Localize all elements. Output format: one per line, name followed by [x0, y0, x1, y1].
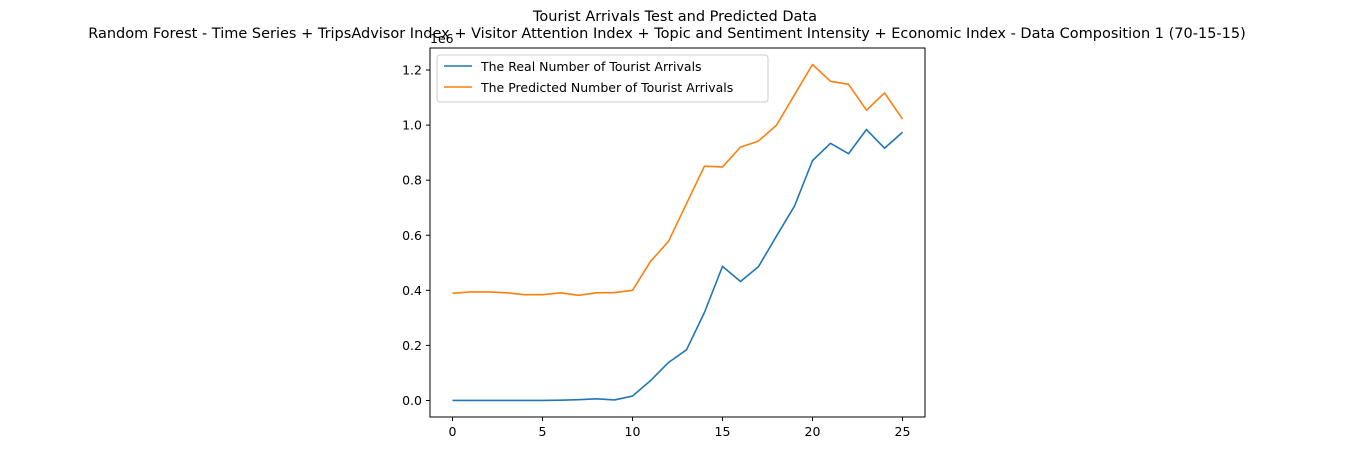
series-1-point-4 — [524, 294, 526, 296]
series-0-point-3 — [506, 400, 508, 402]
series-1-point-24 — [884, 92, 886, 94]
series-1-point-2 — [488, 291, 490, 293]
series-1-point-8 — [596, 292, 598, 294]
series-0-point-24 — [884, 147, 886, 149]
y-axis-offset-label: 1e6 — [430, 31, 454, 46]
series-0-point-25 — [902, 131, 904, 133]
series-1-point-20 — [812, 64, 814, 66]
series-0-point-17 — [758, 266, 760, 268]
series-0-point-23 — [866, 129, 868, 131]
legend-label-real: The Real Number of Tourist Arrivals — [480, 59, 702, 74]
series-1-point-19 — [794, 94, 796, 96]
series-0-point-20 — [812, 160, 814, 162]
legend: The Real Number of Tourist Arrivals The … — [436, 54, 769, 103]
series-0-point-14 — [704, 312, 706, 314]
y-tick-label-0: 0.0 — [402, 393, 422, 408]
series-0-point-16 — [740, 281, 742, 283]
series-1-point-15 — [722, 166, 724, 168]
plot-area: 0 5 10 15 20 25 0.0 0.2 0.4 0.6 0.8 1.0 1.2 1e6 — [402, 31, 926, 439]
series-0-point-5 — [542, 400, 544, 402]
series-0-point-10 — [632, 395, 634, 397]
series-1-point-16 — [740, 146, 742, 148]
series-0-point-19 — [794, 205, 796, 207]
x-tick-label-3: 15 — [715, 424, 731, 439]
chart-title: Tourist Arrivals Test and Predicted Data — [532, 9, 817, 25]
series-1-point-1 — [470, 291, 472, 293]
x-tick-label-4: 20 — [805, 424, 821, 439]
series-0-point-4 — [524, 400, 526, 402]
series-1-point-5 — [542, 294, 544, 296]
y-tick-label-5: 1.0 — [402, 118, 422, 133]
series-0-point-6 — [560, 399, 562, 401]
series-0-point-11 — [650, 380, 652, 382]
series-0-point-2 — [488, 400, 490, 402]
series-0-point-7 — [578, 399, 580, 401]
y-tick-label-4: 0.8 — [402, 173, 422, 188]
series-1-point-6 — [560, 292, 562, 294]
y-tick-label-6: 1.2 — [402, 63, 422, 78]
series-0-point-12 — [668, 362, 670, 364]
series-1-point-3 — [506, 292, 508, 294]
chart-subtitle: Random Forest - Time Series + TripsAdvis… — [88, 26, 1246, 42]
series-layer — [452, 63, 904, 402]
x-axis: 0 5 10 15 20 25 — [449, 417, 911, 439]
series-1-point-22 — [848, 84, 850, 86]
series-1-point-0 — [452, 293, 454, 295]
x-tick-label-2: 10 — [625, 424, 641, 439]
x-tick-label-5: 25 — [895, 424, 911, 439]
y-tick-label-1: 0.2 — [402, 338, 422, 353]
series-1-point-23 — [866, 109, 868, 111]
axes-frame — [429, 47, 926, 418]
series-0-point-9 — [614, 399, 616, 401]
series-1-point-13 — [686, 203, 688, 205]
series-0-point-15 — [722, 266, 724, 268]
series-0-point-13 — [686, 349, 688, 351]
series-1-point-9 — [614, 292, 616, 294]
series-1-point-17 — [758, 140, 760, 142]
series-1-point-14 — [704, 165, 706, 167]
series-0-point-18 — [776, 235, 778, 237]
series-1-point-25 — [902, 118, 904, 120]
series-line-1 — [452, 63, 904, 297]
series-1-point-10 — [632, 290, 634, 292]
series-0-point-1 — [470, 400, 472, 402]
y-tick-label-3: 0.6 — [402, 228, 422, 243]
x-tick-label-0: 0 — [449, 424, 457, 439]
series-1-point-11 — [650, 261, 652, 263]
series-1-point-18 — [776, 124, 778, 126]
y-tick-label-2: 0.4 — [402, 283, 422, 298]
series-0-point-0 — [452, 400, 454, 402]
legend-box — [436, 54, 769, 103]
series-0-point-21 — [830, 142, 832, 144]
series-1-point-21 — [830, 81, 832, 83]
series-line-0 — [452, 128, 904, 402]
x-tick-label-1: 5 — [539, 424, 547, 439]
series-0-point-8 — [596, 398, 598, 400]
legend-label-predicted: The Predicted Number of Tourist Arrivals — [480, 80, 733, 95]
series-1-point-7 — [578, 294, 580, 296]
series-1-point-12 — [668, 241, 670, 243]
y-axis: 0.0 0.2 0.4 0.6 0.8 1.0 1.2 — [402, 63, 430, 408]
series-0-point-22 — [848, 153, 850, 155]
